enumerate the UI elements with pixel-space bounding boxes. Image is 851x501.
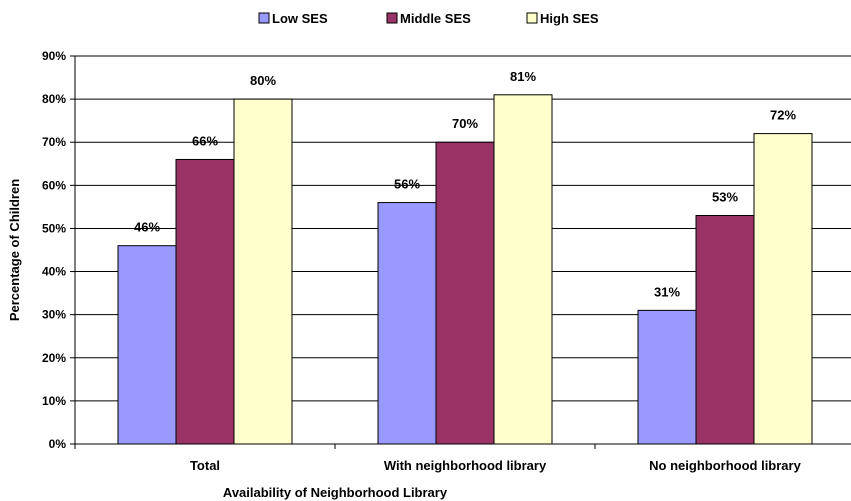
data-labels: 46% 66% 80% 56% 70% 81% 31% 53% 72%: [134, 69, 796, 300]
bars: [117, 94, 813, 445]
legend: Low SES Middle SES High SES: [258, 11, 599, 26]
data-label: 31%: [654, 284, 680, 299]
y-axis-title: Percentage of Children: [7, 179, 22, 321]
bar: [695, 215, 755, 445]
data-label: 66%: [192, 133, 218, 148]
bar: [117, 245, 177, 445]
axes: [74, 56, 851, 449]
y-tick-label: 30%: [42, 308, 66, 322]
x-tick-label: With neighborhood library: [384, 458, 547, 473]
x-tick-label: No neighborhood library: [649, 458, 801, 473]
y-tick-label: 20%: [42, 351, 66, 365]
bar: [493, 94, 553, 445]
data-label: 53%: [712, 190, 738, 205]
data-label: 56%: [394, 177, 420, 192]
bar: [435, 141, 495, 445]
bar: [175, 158, 235, 445]
y-tick-label: 50%: [42, 221, 66, 235]
y-tick-label: 40%: [42, 265, 66, 279]
legend-swatch: [258, 12, 270, 24]
x-tick-label: Total: [190, 458, 220, 473]
bar: [377, 202, 437, 445]
data-label: 81%: [510, 69, 536, 84]
y-tick-label: 60%: [42, 178, 66, 192]
legend-label: Middle SES: [400, 11, 471, 26]
y-tick-label: 70%: [42, 135, 66, 149]
x-axis-title: Availability of Neighborhood Library: [223, 485, 448, 500]
y-tick-label: 10%: [42, 394, 66, 408]
y-tick-label: 90%: [42, 49, 66, 63]
y-tick-label: 0%: [49, 437, 67, 451]
bar: [233, 98, 293, 445]
legend-label: High SES: [540, 11, 599, 26]
y-tick-labels: 0% 10% 20% 30% 40% 50% 60% 70% 80% 90%: [42, 49, 66, 451]
data-label: 70%: [452, 116, 478, 131]
bar: [637, 309, 697, 445]
legend-swatch: [386, 12, 398, 24]
x-tick-labels: Total With neighborhood library No neighbo…: [190, 458, 802, 473]
data-label: 80%: [250, 73, 276, 88]
bar: [753, 133, 813, 445]
y-tick-label: 80%: [42, 92, 66, 106]
data-label: 72%: [770, 108, 796, 123]
data-label: 46%: [134, 220, 160, 235]
legend-swatch: [526, 12, 538, 24]
legend-label: Low SES: [272, 11, 328, 26]
